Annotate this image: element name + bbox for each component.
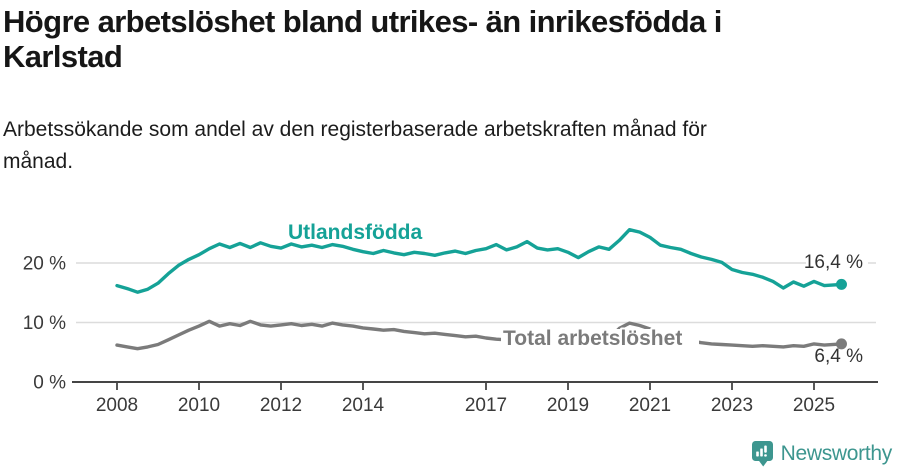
line-chart: 0 % 10 % 20 % 2008 2010 2012 2014 2017 2019 2021 2…	[23, 219, 878, 416]
x-axis-tick-label: 2010	[178, 395, 220, 416]
series-end-value: 6,4 %	[814, 346, 863, 367]
series-end-value: 16,4 %	[804, 252, 863, 273]
x-axis-tick-label: 2019	[547, 395, 589, 416]
page-title: Högre arbetslöshet bland utrikes- än inr…	[3, 4, 722, 75]
x-axis-tick-label: 2012	[260, 395, 302, 416]
y-axis-tick-label: 20 %	[23, 254, 66, 275]
series-end-dot	[835, 338, 847, 350]
series-label-mask	[501, 329, 699, 350]
brand-footer: Newsworthy	[751, 440, 892, 467]
series-label: Utlandsfödda	[288, 221, 422, 244]
x-axis-tick-label: 2023	[711, 395, 753, 416]
y-axis-tick-label: 0 %	[33, 373, 66, 394]
y-axis-tick-label: 10 %	[23, 313, 66, 334]
end-label-mask	[806, 250, 868, 272]
series-label: Total arbetslöshet	[503, 327, 682, 350]
x-axis-tick-label: 2025	[793, 395, 835, 416]
x-axis-tick-label: 2014	[342, 395, 385, 416]
x-axis-tick-label: 2021	[629, 395, 671, 416]
newsworthy-logo-icon	[751, 441, 773, 467]
chart-subtitle: Arbetssökande som andel av den registerb…	[3, 118, 707, 173]
brand-name: Newsworthy	[780, 441, 893, 465]
series-end-dot	[835, 278, 847, 290]
x-axis-tick-label: 2017	[465, 395, 507, 416]
x-axis-tick-label: 2008	[96, 395, 138, 416]
series-line	[115, 228, 844, 294]
series-line	[115, 319, 844, 351]
